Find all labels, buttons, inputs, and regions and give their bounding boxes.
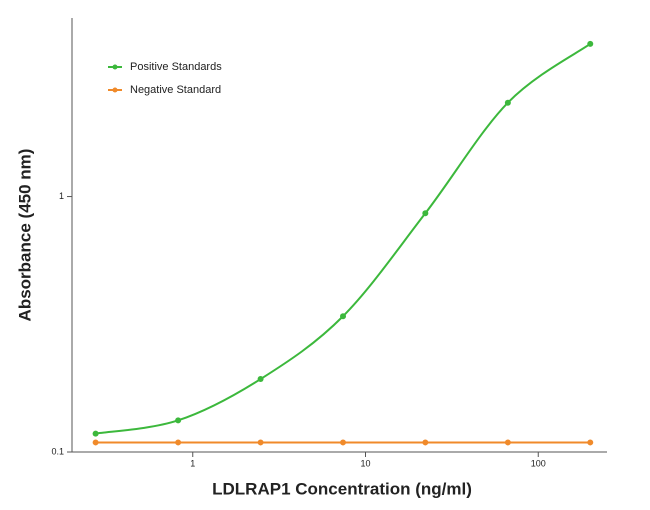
point bbox=[422, 210, 429, 217]
point bbox=[587, 40, 594, 47]
legend-label: Positive Standards bbox=[130, 61, 222, 73]
x-tick-label: 1 bbox=[190, 458, 195, 468]
point bbox=[340, 439, 347, 446]
legend-marker bbox=[112, 64, 118, 70]
legend-label: Negative Standard bbox=[130, 84, 221, 96]
point bbox=[92, 439, 99, 446]
x-tick-label: 10 bbox=[360, 458, 370, 468]
point bbox=[422, 439, 429, 446]
point bbox=[175, 439, 182, 446]
x-axis-label: LDLRAP1 Concentration (ng/ml) bbox=[212, 479, 472, 498]
x-tick-label: 100 bbox=[531, 458, 546, 468]
point bbox=[504, 439, 511, 446]
y-tick-label: 1 bbox=[59, 191, 64, 201]
point bbox=[92, 430, 99, 437]
fit-line bbox=[95, 43, 591, 435]
point bbox=[504, 99, 511, 106]
point bbox=[340, 313, 347, 320]
legend-marker bbox=[112, 87, 118, 93]
point bbox=[257, 376, 264, 383]
y-tick-label: 0.1 bbox=[51, 446, 64, 456]
point bbox=[587, 439, 594, 446]
point bbox=[175, 417, 182, 424]
y-axis-label: Absorbance (450 nm) bbox=[15, 149, 34, 322]
point bbox=[257, 439, 264, 446]
